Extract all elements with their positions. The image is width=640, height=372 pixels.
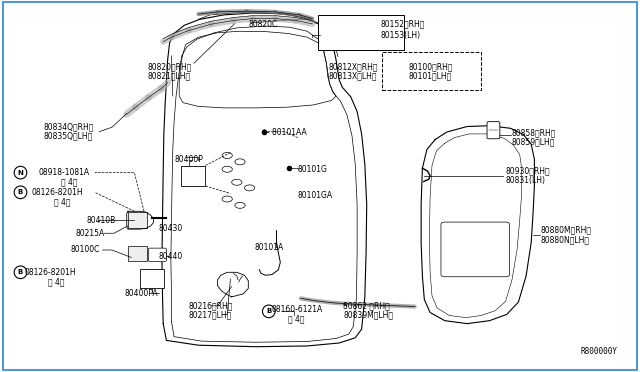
Text: 80820〈RH〉: 80820〈RH〉 [147,62,191,71]
Text: B: B [18,269,23,275]
Text: 80101A: 80101A [255,243,284,252]
FancyBboxPatch shape [441,222,509,277]
Text: 80821〈LH〉: 80821〈LH〉 [147,72,190,81]
Text: 80858〈RH〉: 80858〈RH〉 [512,128,556,137]
Text: 〈 4〉: 〈 4〉 [61,178,77,187]
Text: 80217〈LH〉: 80217〈LH〉 [189,310,232,319]
Text: 80831(LH): 80831(LH) [506,176,545,185]
Text: 80859〈LH〉: 80859〈LH〉 [512,138,556,147]
FancyBboxPatch shape [382,52,481,90]
Text: 80820C: 80820C [248,20,278,29]
Text: 80880M〈RH〉: 80880M〈RH〉 [541,225,592,234]
Text: 80101GA: 80101GA [298,191,333,200]
Text: 80100〈RH〉: 80100〈RH〉 [408,62,453,71]
Text: 80839M〈LH〉: 80839M〈LH〉 [343,310,393,319]
FancyBboxPatch shape [128,212,147,228]
FancyBboxPatch shape [181,166,205,186]
Text: 80410B: 80410B [86,216,116,225]
Text: — 80101AA: — 80101AA [262,128,307,137]
Text: 〈 4〉: 〈 4〉 [54,198,71,206]
Text: 80812X〈RH〉: 80812X〈RH〉 [328,62,378,71]
Text: 80835Q〈LH〉: 80835Q〈LH〉 [44,132,93,141]
Text: N: N [17,170,24,176]
Text: 80400PA: 80400PA [125,289,159,298]
Text: 80834Q〈RH〉: 80834Q〈RH〉 [44,123,94,132]
Text: 80100C: 80100C [70,246,100,254]
Text: 80930〈RH〉: 80930〈RH〉 [506,167,550,176]
Text: B: B [18,189,23,195]
Text: 80862 〈RH〉: 80862 〈RH〉 [343,301,390,310]
Text: 80430: 80430 [158,224,182,233]
Text: 80101G: 80101G [298,165,328,174]
Text: 08126-8201H: 08126-8201H [24,268,76,277]
FancyBboxPatch shape [140,269,164,288]
Text: 08160-6121A: 08160-6121A [272,305,323,314]
Text: B: B [266,308,271,314]
Text: 80813X〈LH〉: 80813X〈LH〉 [328,72,377,81]
FancyBboxPatch shape [487,122,500,139]
FancyBboxPatch shape [128,246,147,261]
Text: 80101〈LH〉: 80101〈LH〉 [408,72,452,81]
Text: R800000Y: R800000Y [580,347,618,356]
Text: 08918-1081A: 08918-1081A [38,168,90,177]
Text: 80880N〈LH〉: 80880N〈LH〉 [541,235,590,244]
Text: 80400P: 80400P [174,155,203,164]
Text: 08126-8201H: 08126-8201H [32,188,84,197]
Text: 80153(LH): 80153(LH) [381,31,421,40]
Text: 〈 4〉: 〈 4〉 [48,278,65,286]
Text: 80440: 80440 [158,252,182,261]
Text: 〈 4〉: 〈 4〉 [288,315,305,324]
Text: 80152〈RH〉: 80152〈RH〉 [381,20,425,29]
Text: 80216〈RH〉: 80216〈RH〉 [189,301,233,310]
FancyBboxPatch shape [148,248,166,262]
FancyBboxPatch shape [318,15,404,50]
Text: 80215A: 80215A [76,229,105,238]
